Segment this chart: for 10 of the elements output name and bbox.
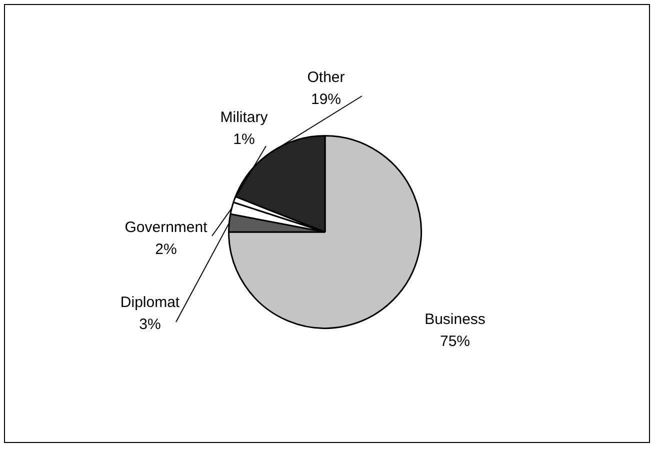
slice-label: Military [220, 109, 268, 126]
slice-label: Other [307, 69, 345, 86]
slice-label: Business [424, 311, 486, 328]
data-label: 1% [233, 131, 255, 148]
data-label: 19% [310, 91, 342, 108]
data-label: 2% [155, 241, 177, 258]
slice-label: Government [124, 219, 208, 236]
data-label: 75% [440, 333, 470, 350]
data-label: 3% [139, 316, 161, 334]
slice-label: Diplomat [120, 294, 180, 312]
